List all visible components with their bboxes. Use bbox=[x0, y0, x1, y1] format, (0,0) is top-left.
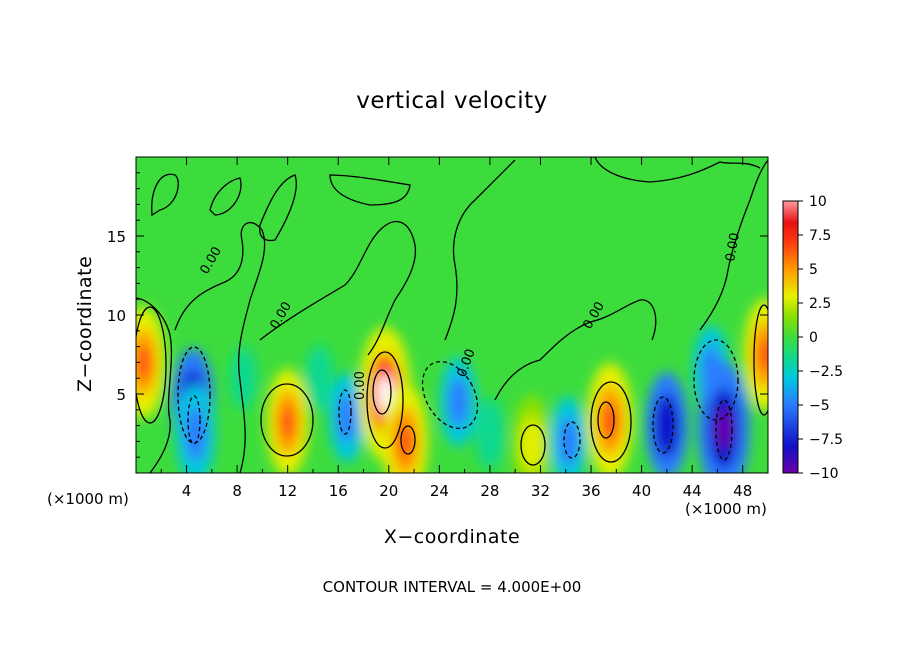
x-tick-label: 48 bbox=[733, 482, 752, 500]
contour-zero bbox=[259, 220, 417, 356]
contour-zero bbox=[699, 159, 768, 331]
x-tick-label: 40 bbox=[632, 482, 651, 500]
contour-negative bbox=[563, 421, 581, 459]
colorbar-tick-label: −10 bbox=[809, 466, 839, 482]
colorbar-tick-label: 10 bbox=[809, 194, 827, 210]
contour-lines bbox=[136, 157, 768, 473]
contour-positive bbox=[597, 401, 615, 439]
x-tick-label: 36 bbox=[581, 482, 600, 500]
contour-positive bbox=[260, 383, 314, 457]
contour-zero bbox=[444, 159, 516, 341]
updraft-cell bbox=[603, 403, 617, 439]
chart-title: vertical velocity bbox=[356, 88, 548, 114]
x-unit-label-right: (×1000 m) bbox=[685, 500, 767, 518]
contour-zero bbox=[209, 177, 242, 216]
heatmap-field bbox=[136, 298, 768, 473]
contour-zero bbox=[136, 297, 173, 473]
x-tick-label: 4 bbox=[182, 482, 192, 500]
y-tick-label: 5 bbox=[116, 386, 126, 404]
x-tick-label: 12 bbox=[278, 482, 297, 500]
contour-positive bbox=[366, 351, 404, 449]
contour-negative bbox=[338, 389, 352, 435]
downdraft-cell bbox=[715, 408, 732, 449]
colorbar-tick-label: −5 bbox=[809, 398, 830, 414]
x-tick-label: 24 bbox=[430, 482, 449, 500]
contour-positive bbox=[590, 381, 632, 463]
contour-negative bbox=[177, 346, 211, 444]
colorbar: 10 7.5 5 2.5 0 −2.5 −5 −7.5 −10 bbox=[782, 194, 843, 482]
contour-positive bbox=[372, 369, 392, 415]
x-axis-label: X−coordinate bbox=[383, 526, 521, 548]
contour-interval-note: CONTOUR INTERVAL = 4.000E+00 bbox=[322, 578, 582, 596]
contour-negative bbox=[693, 339, 739, 421]
downdraft-cell bbox=[184, 406, 207, 461]
contour-label: 0.00 bbox=[723, 232, 743, 263]
downdraft-cell bbox=[305, 344, 334, 412]
contour-zero bbox=[329, 174, 411, 206]
updraft-cell bbox=[136, 345, 151, 380]
updraft-cell bbox=[281, 406, 295, 439]
x-tick-label: 8 bbox=[232, 482, 242, 500]
contour-positive bbox=[520, 424, 546, 466]
y-tick-label: 15 bbox=[107, 228, 126, 246]
downdraft-cell bbox=[475, 398, 505, 469]
colorbar-gradient bbox=[783, 201, 798, 473]
contour-negative bbox=[187, 395, 201, 445]
colorbar-tick-label: 0 bbox=[809, 330, 818, 346]
contour-positive bbox=[400, 425, 416, 455]
colorbar-tick-label: 7.5 bbox=[809, 228, 831, 244]
contour-positive bbox=[136, 306, 167, 424]
downdraft-cell bbox=[558, 416, 579, 466]
contour-negative bbox=[421, 360, 479, 430]
contour-negative bbox=[715, 399, 733, 461]
colorbar-tick-label: −7.5 bbox=[809, 432, 843, 448]
x-tick-label: 44 bbox=[683, 482, 702, 500]
y-tick-label: 10 bbox=[107, 307, 126, 325]
updraft-cell bbox=[520, 417, 543, 472]
x-unit-label-left: (×1000 m) bbox=[47, 490, 129, 508]
x-tick-label: 32 bbox=[531, 482, 550, 500]
contour-zero bbox=[494, 299, 657, 401]
contour-zero bbox=[151, 173, 179, 217]
plot-area: 0.000.000.000.000.000.00 4 8 12 16 20 24 28 32 3… bbox=[107, 156, 769, 500]
contour-negative bbox=[652, 396, 674, 454]
x-axis: 4 8 12 16 20 24 28 32 36 40 44 48 bbox=[160, 157, 752, 500]
downdraft-cell bbox=[230, 347, 257, 410]
contour-label: 0.00 bbox=[353, 371, 368, 400]
updraft-cell bbox=[758, 337, 768, 372]
x-tick-label: 16 bbox=[329, 482, 348, 500]
x-tick-label: 28 bbox=[480, 482, 499, 500]
contour-zero bbox=[174, 221, 266, 473]
colorbar-tick-label: −2.5 bbox=[809, 364, 843, 380]
y-axis-label: Z−coordinate bbox=[74, 255, 96, 392]
colorbar-tick-label: 5 bbox=[809, 262, 818, 278]
x-tick-label: 20 bbox=[379, 482, 398, 500]
contour-zero bbox=[594, 157, 761, 183]
downdraft-cell bbox=[448, 377, 469, 427]
downdraft-cell bbox=[660, 409, 674, 442]
y-axis: 5 10 15 bbox=[107, 172, 768, 458]
colorbar-tick-label: 2.5 bbox=[809, 296, 831, 312]
contour-positive bbox=[753, 304, 768, 416]
